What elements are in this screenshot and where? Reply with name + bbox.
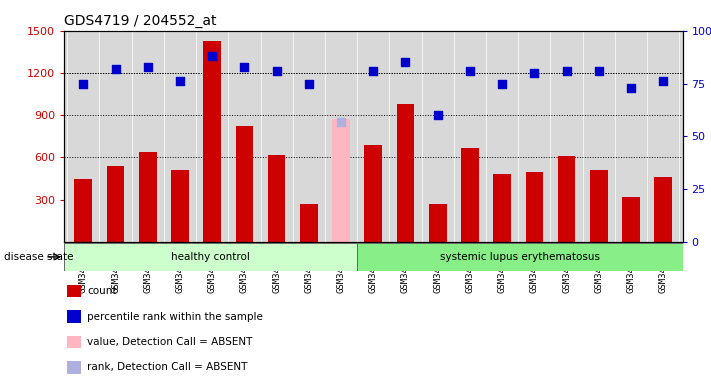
- Point: [658, 78, 669, 84]
- Bar: [557, 156, 575, 242]
- Text: healthy control: healthy control: [171, 252, 250, 262]
- Text: value, Detection Call = ABSENT: value, Detection Call = ABSENT: [87, 337, 253, 347]
- Point: [561, 68, 572, 74]
- Point: [271, 68, 282, 74]
- Bar: [67, 310, 80, 323]
- Text: systemic lupus erythematosus: systemic lupus erythematosus: [440, 252, 600, 262]
- Bar: [64, 243, 357, 271]
- Text: count: count: [87, 286, 117, 296]
- Point: [77, 81, 89, 87]
- Bar: [493, 174, 511, 242]
- Bar: [67, 361, 80, 374]
- Point: [239, 64, 250, 70]
- Bar: [67, 336, 80, 348]
- Bar: [235, 126, 253, 242]
- Bar: [268, 155, 286, 242]
- Bar: [365, 145, 382, 242]
- Point: [336, 118, 347, 124]
- Text: percentile rank within the sample: percentile rank within the sample: [87, 311, 263, 321]
- Point: [303, 81, 314, 87]
- Bar: [75, 179, 92, 242]
- Bar: [590, 170, 608, 242]
- Bar: [429, 204, 447, 242]
- Point: [593, 68, 604, 74]
- Bar: [397, 104, 415, 242]
- Text: disease state: disease state: [4, 252, 73, 262]
- Bar: [67, 285, 80, 297]
- Bar: [357, 243, 683, 271]
- Text: GDS4719 / 204552_at: GDS4719 / 204552_at: [64, 14, 216, 28]
- Point: [174, 78, 186, 84]
- Bar: [622, 197, 640, 242]
- Bar: [139, 152, 156, 242]
- Point: [432, 112, 444, 118]
- Point: [368, 68, 379, 74]
- Point: [464, 68, 476, 74]
- Bar: [300, 204, 318, 242]
- Bar: [203, 41, 221, 242]
- Point: [400, 59, 411, 65]
- Bar: [525, 172, 543, 242]
- Bar: [654, 177, 672, 242]
- Point: [626, 85, 637, 91]
- Bar: [332, 119, 350, 242]
- Bar: [171, 170, 189, 242]
- Bar: [461, 147, 479, 242]
- Point: [206, 53, 218, 59]
- Point: [142, 64, 154, 70]
- Point: [109, 66, 121, 72]
- Point: [529, 70, 540, 76]
- Text: rank, Detection Call = ABSENT: rank, Detection Call = ABSENT: [87, 362, 248, 372]
- Point: [496, 81, 508, 87]
- Bar: [107, 166, 124, 242]
